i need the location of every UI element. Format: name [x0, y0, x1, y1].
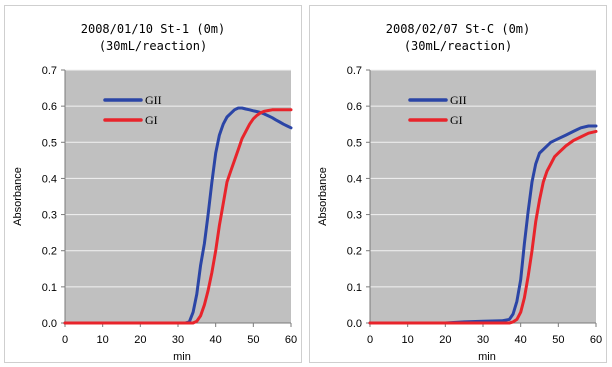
series-line-gi [63, 108, 293, 325]
series-line-gi [368, 129, 598, 325]
chart-left-svg: 2008/01/10 St-1 (0m) (30mL/reaction) 0.0 0.… [12, 22, 297, 362]
chart-title: 2008/01/10 St-1 (0m) [81, 22, 226, 36]
x-tick-label: 40 [515, 334, 527, 346]
y-tick-label: 0.4 [347, 173, 362, 185]
y-tick-label: 0.1 [347, 282, 362, 294]
series-line-gii [63, 106, 293, 325]
y-tick-label: 0.2 [42, 246, 57, 258]
chart-right-svg: 2008/02/07 St-C (0m) (30mL/reaction) 0.0 0.… [317, 22, 602, 362]
x-tick-label: 20 [134, 334, 146, 346]
x-tick-label: 40 [210, 334, 222, 346]
legend-label-gi: GI [145, 113, 158, 127]
x-tick-label: 60 [590, 334, 602, 346]
plot-area [65, 70, 291, 323]
y-axis-title: Absorbance [317, 167, 329, 226]
chart-subtitle: (30mL/reaction) [99, 39, 207, 53]
x-tick-label: 50 [552, 334, 564, 346]
y-tick-label: 0.7 [42, 65, 57, 77]
legend-label-gii: GII [450, 93, 467, 107]
y-tick-label: 0.4 [42, 173, 57, 185]
y-tick-label: 0.3 [42, 210, 57, 222]
y-tick-label: 0.1 [42, 282, 57, 294]
chart-panel-right: 2008/02/07 St-C (0m) (30mL/reaction) 0.0 0.… [309, 5, 607, 363]
y-tick-label: 0.7 [347, 65, 362, 77]
x-axis-title: min [173, 351, 191, 362]
y-tick-label: 0.3 [347, 210, 362, 222]
x-tick-label: 60 [285, 334, 297, 346]
series-line-gii [368, 124, 598, 325]
y-tick-label: 0.5 [347, 137, 362, 149]
x-tick-label: 0 [367, 334, 373, 346]
chart-panel-left: 2008/01/10 St-1 (0m) (30mL/reaction) 0.0 0.… [4, 5, 302, 363]
x-tick-label: 10 [402, 334, 414, 346]
plot-area [370, 70, 596, 323]
x-tick-label: 50 [247, 334, 259, 346]
y-tick-label: 0.2 [347, 246, 362, 258]
x-tick-label: 30 [477, 334, 489, 346]
x-axis-title: min [478, 351, 496, 362]
y-tick-label: 0.0 [42, 318, 57, 330]
legend-label-gi: GI [450, 113, 463, 127]
y-axis-title: Absorbance [12, 167, 24, 226]
x-tick-label: 10 [97, 334, 109, 346]
y-tick-label: 0.0 [347, 318, 362, 330]
x-tick-label: 30 [172, 334, 184, 346]
x-tick-label: 20 [439, 334, 451, 346]
legend-label-gii: GII [145, 93, 162, 107]
chart-subtitle: (30mL/reaction) [404, 39, 512, 53]
y-tick-label: 0.6 [42, 101, 57, 113]
y-tick-label: 0.5 [42, 137, 57, 149]
y-tick-label: 0.6 [347, 101, 362, 113]
chart-title: 2008/02/07 St-C (0m) [386, 22, 531, 36]
x-tick-label: 0 [62, 334, 68, 346]
